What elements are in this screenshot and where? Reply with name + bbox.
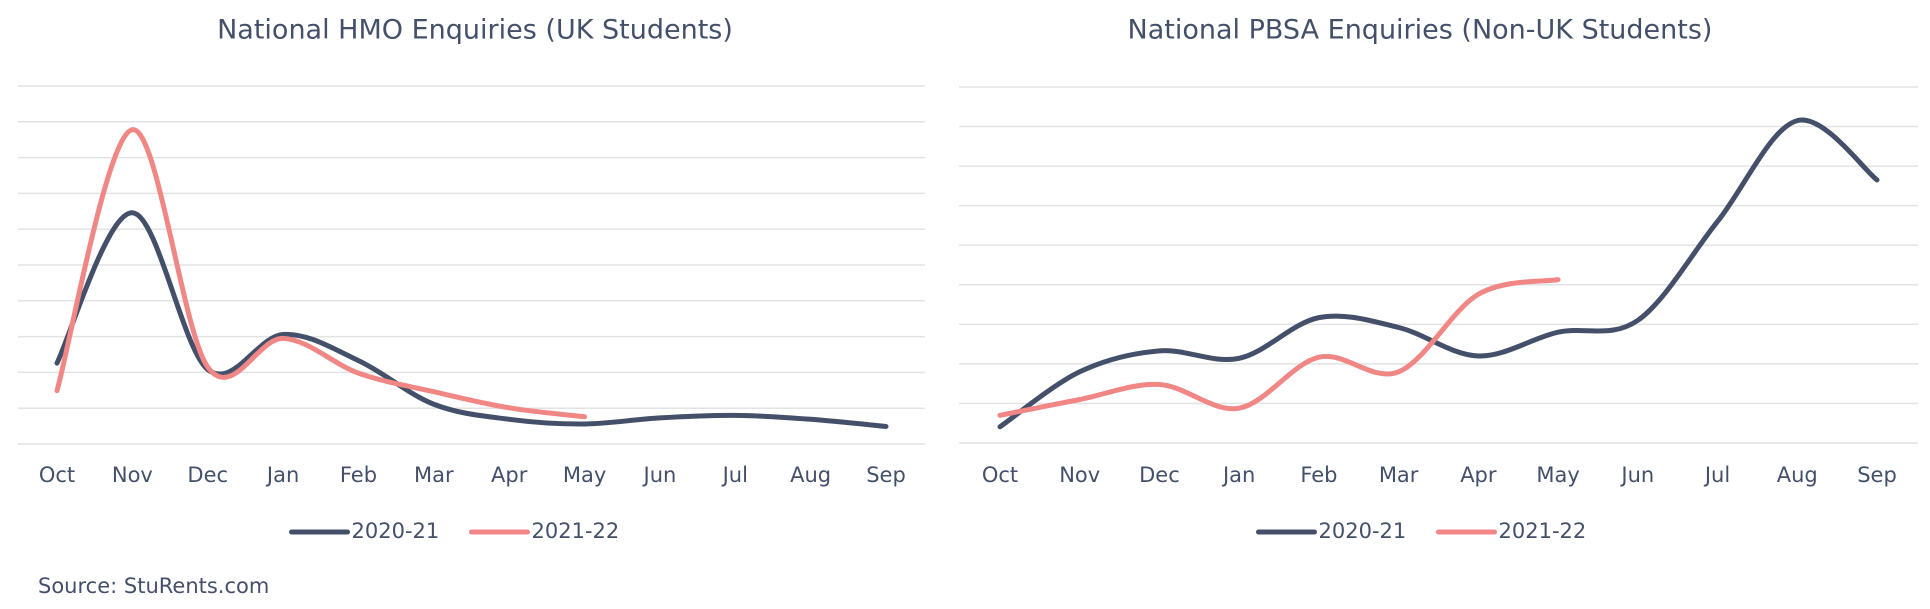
x-tick-label: Dec [187,463,228,487]
x-tick-label: Jan [265,463,299,487]
x-tick-label: Aug [790,463,831,487]
x-tick-label: Jun [1619,463,1654,487]
x-tick-label: Dec [1139,463,1180,487]
chart: National PBSA Enquiries (Non-UK Students… [959,15,1918,543]
x-tick-label: Aug [1777,463,1818,487]
source-note: Source: StuRents.com [38,574,269,598]
x-tick-label: Jul [721,463,748,487]
series-line [997,277,1561,418]
x-tick-label: Feb [340,463,377,487]
series-line [54,127,588,420]
x-tick-label: Jan [1221,463,1255,487]
x-tick-label: Nov [112,463,153,487]
x-tick-label: Jun [642,463,677,487]
x-tick-label: Mar [1379,463,1419,487]
x-tick-label: May [1536,463,1579,487]
chart: National HMO Enquiries (UK Students) Oct N… [18,15,925,543]
chart-title: National HMO Enquiries (UK Students) [217,15,733,46]
legend-label: 2021-22 [1499,519,1587,543]
x-tick-label: Nov [1059,463,1100,487]
x-tick-label: Apr [1460,463,1497,487]
series-line [54,210,889,429]
x-tick-label: May [563,463,606,487]
x-tick-label: Sep [866,463,906,487]
x-tick-label: Oct [982,463,1018,487]
x-tick-label: Feb [1300,463,1337,487]
x-tick-label: Sep [1857,463,1897,487]
legend-label: 2020-21 [352,519,440,543]
legend-label: 2020-21 [1319,519,1407,543]
legend-label: 2021-22 [532,519,620,543]
x-tick-label: Apr [491,463,528,487]
x-tick-label: Jul [1703,463,1730,487]
chart-title: National PBSA Enquiries (Non-UK Students… [1128,15,1713,46]
series-line [997,117,1880,430]
x-tick-label: Mar [414,463,454,487]
x-tick-label: Oct [39,463,75,487]
